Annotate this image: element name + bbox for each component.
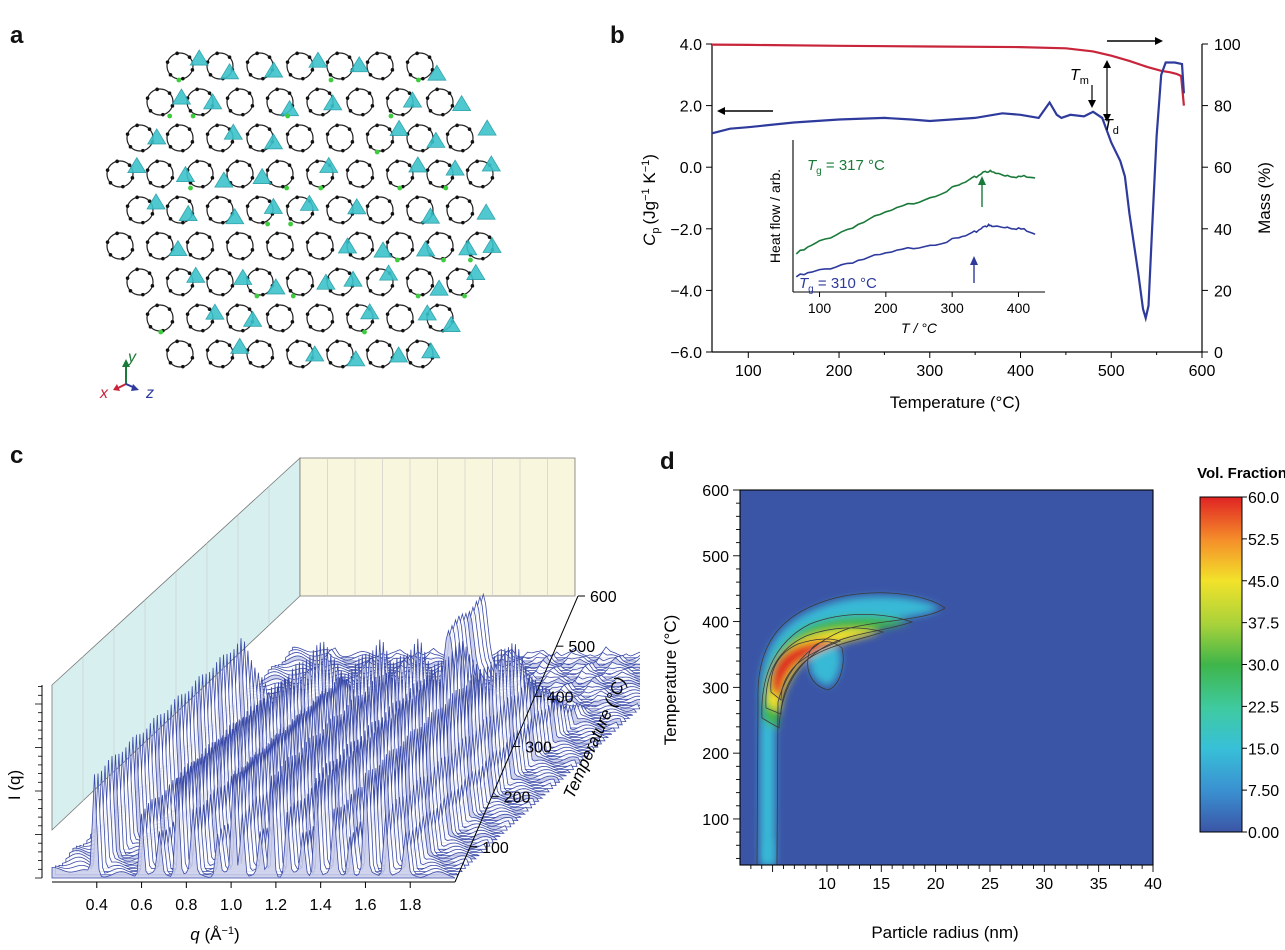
- chart-d-y-tick-label: 500: [702, 549, 729, 566]
- chart-b-left-tick-label: −4.0: [670, 283, 702, 300]
- colorbar-tick-label: 37.5: [1248, 616, 1279, 633]
- inset-blue-curve: [795, 223, 1036, 278]
- chart-d-x-tick-label: 30: [1035, 876, 1053, 893]
- chart-c-z-tick-label: 300: [525, 740, 552, 757]
- chart-d-x-tick-label: 40: [1144, 876, 1162, 893]
- chart-b: 100 200 300 400 500 6004.02.00.0−2.0−4.0−6.01…: [640, 37, 1274, 412]
- chart-b-x-title: Temperature (°C): [890, 393, 1021, 412]
- chart-b-left-title: Cp(Jg−1 K−1): [640, 154, 662, 246]
- inset-x-tick-label: 200: [874, 300, 898, 316]
- chart-b-left-tick-label: −6.0: [670, 345, 702, 362]
- inset-green-label: Tg = 317 °C: [807, 157, 885, 177]
- chart-c-x-title: q (Å−1): [190, 925, 239, 944]
- colorbar-tick-label: 52.5: [1248, 532, 1279, 549]
- panel-label-c: c: [10, 442, 24, 469]
- panel-label-a: a: [10, 22, 24, 49]
- chart-c-x-tick-label: 1.4: [310, 897, 332, 914]
- chart-d-y-title: Temperature (°C): [661, 615, 680, 746]
- chart-c-x-tick-label: 0.6: [130, 897, 152, 914]
- chart-b-right-tick-label: 60: [1214, 160, 1232, 177]
- td-label: Td: [1103, 117, 1119, 137]
- crystal-framework: [105, 49, 502, 369]
- inset-chart: 100 200 300 400 Tg = 317 °C Tg = 310 °C Hea…: [767, 135, 1048, 336]
- chart-d-y-tick-label: 200: [702, 746, 729, 763]
- colorbar-title: Vol. Fraction: [1197, 465, 1285, 482]
- chart-d-x-tick-label: 25: [981, 876, 999, 893]
- chart-c-x-tick-label: 1.8: [399, 897, 421, 914]
- chart-c-z-tick-label: 600: [590, 589, 617, 606]
- annotation-arrows: [717, 37, 1163, 122]
- colorbar-tick-label: 45.0: [1248, 574, 1279, 591]
- chart-b-x-tick-label: 200: [826, 363, 853, 380]
- chart-c-y-title: I (q): [5, 770, 24, 800]
- inset-blue-label: Tg = 310 °C: [799, 275, 877, 295]
- mass-curve: [711, 43, 1185, 106]
- cp-curve: [711, 61, 1185, 323]
- chart-c-z-tick-label: 400: [547, 689, 574, 706]
- chart-d-x-tick-label: 20: [927, 876, 945, 893]
- waterfall-traces: [51, 592, 640, 879]
- chart-b-x-tick-label: 300: [916, 363, 943, 380]
- colorbar-tick-label: 0.00: [1248, 825, 1279, 842]
- chart-d-y-tick-label: 300: [702, 680, 729, 697]
- chart-b-ticks: [706, 43, 1208, 358]
- inset-y-title: Heat flow / arb.: [767, 169, 783, 263]
- crystal-structure-image: y x z: [99, 49, 502, 402]
- chart-c-x-tick-label: 1.2: [265, 897, 287, 914]
- inset-x-tick-label: 100: [808, 300, 832, 316]
- colorbar-tick-label: 60.0: [1248, 490, 1279, 507]
- chart-c-x-tick-label: 1.6: [354, 897, 376, 914]
- colorbar: [1199, 496, 1243, 833]
- chart-b-right-tick-label: 80: [1214, 99, 1232, 116]
- chart-d-x-tick-label: 15: [872, 876, 890, 893]
- chart-d: 10 15 20 25 30 35 40 100 200 300 400 500 600 Partic…: [661, 465, 1285, 942]
- heatmap-background: [740, 490, 1153, 865]
- colorbar-tick-label: 7.50: [1248, 783, 1279, 800]
- chart-b-x-tick-label: 600: [1189, 363, 1216, 380]
- chart-c-x-tick-label: 0.4: [86, 897, 108, 914]
- panel-label-d: d: [660, 448, 675, 475]
- colorbar-tick-label: 15.0: [1248, 741, 1279, 758]
- chart-b-right-tick-label: 20: [1214, 283, 1232, 300]
- heatmap-blob: [756, 592, 946, 865]
- chart-b-left-tick-label: 0.0: [680, 160, 702, 177]
- chart-b-right-tick-label: 100: [1214, 37, 1241, 54]
- inset-green-curve: [795, 169, 1036, 255]
- chart-b-x-tick-label: 100: [735, 363, 762, 380]
- axis-x-label: x: [99, 385, 109, 402]
- inset-x-title: T / °C: [901, 320, 938, 336]
- colorbar-tick-label: 22.5: [1248, 699, 1279, 716]
- panel-label-b: b: [610, 22, 625, 49]
- chart-b-right-tick-label: 40: [1214, 222, 1232, 239]
- axis-y-label: y: [127, 349, 137, 366]
- inset-x-tick-label: 400: [1007, 300, 1031, 316]
- tm-label: Tm: [1070, 67, 1089, 87]
- chart-d-y-tick-label: 400: [702, 615, 729, 632]
- chart-b-right-title: Mass (%): [1255, 162, 1274, 234]
- chart-d-x-tick-label: 10: [818, 876, 836, 893]
- chart-c-x-tick-label: 1.0: [220, 897, 242, 914]
- chart-d-y-tick-label: 600: [702, 483, 729, 500]
- chart-d-y-tick-label: 100: [702, 812, 729, 829]
- axis-triad: y x z: [99, 349, 154, 402]
- axis-z-label: z: [145, 385, 154, 402]
- chart-b-left-tick-label: 2.0: [680, 99, 702, 116]
- chart-b-right-tick-label: 0: [1214, 345, 1223, 362]
- chart-b-x-tick-label: 500: [1098, 363, 1125, 380]
- inset-x-tick-label: 300: [940, 300, 964, 316]
- chart-c: 0.4 0.6 0.8 1.0 1.2 1.4 1.6 1.8 100 200 300 400 500…: [5, 457, 640, 944]
- chart-c-z-tick-label: 100: [482, 840, 509, 857]
- chart-c-z-tick-label: 500: [568, 639, 595, 656]
- chart-b-left-tick-label: 4.0: [680, 37, 702, 54]
- chart-b-left-tick-label: −2.0: [670, 222, 702, 239]
- colorbar-tick-label: 30.0: [1248, 658, 1279, 675]
- chart-d-x-tick-label: 35: [1090, 876, 1108, 893]
- chart-c-x-tick-label: 0.8: [175, 897, 197, 914]
- chart-c-z-axis: [454, 595, 579, 883]
- chart-d-x-title: Particle radius (nm): [871, 923, 1018, 942]
- chart-c-z-tick-label: 200: [504, 790, 531, 807]
- chart-b-x-tick-label: 400: [1007, 363, 1034, 380]
